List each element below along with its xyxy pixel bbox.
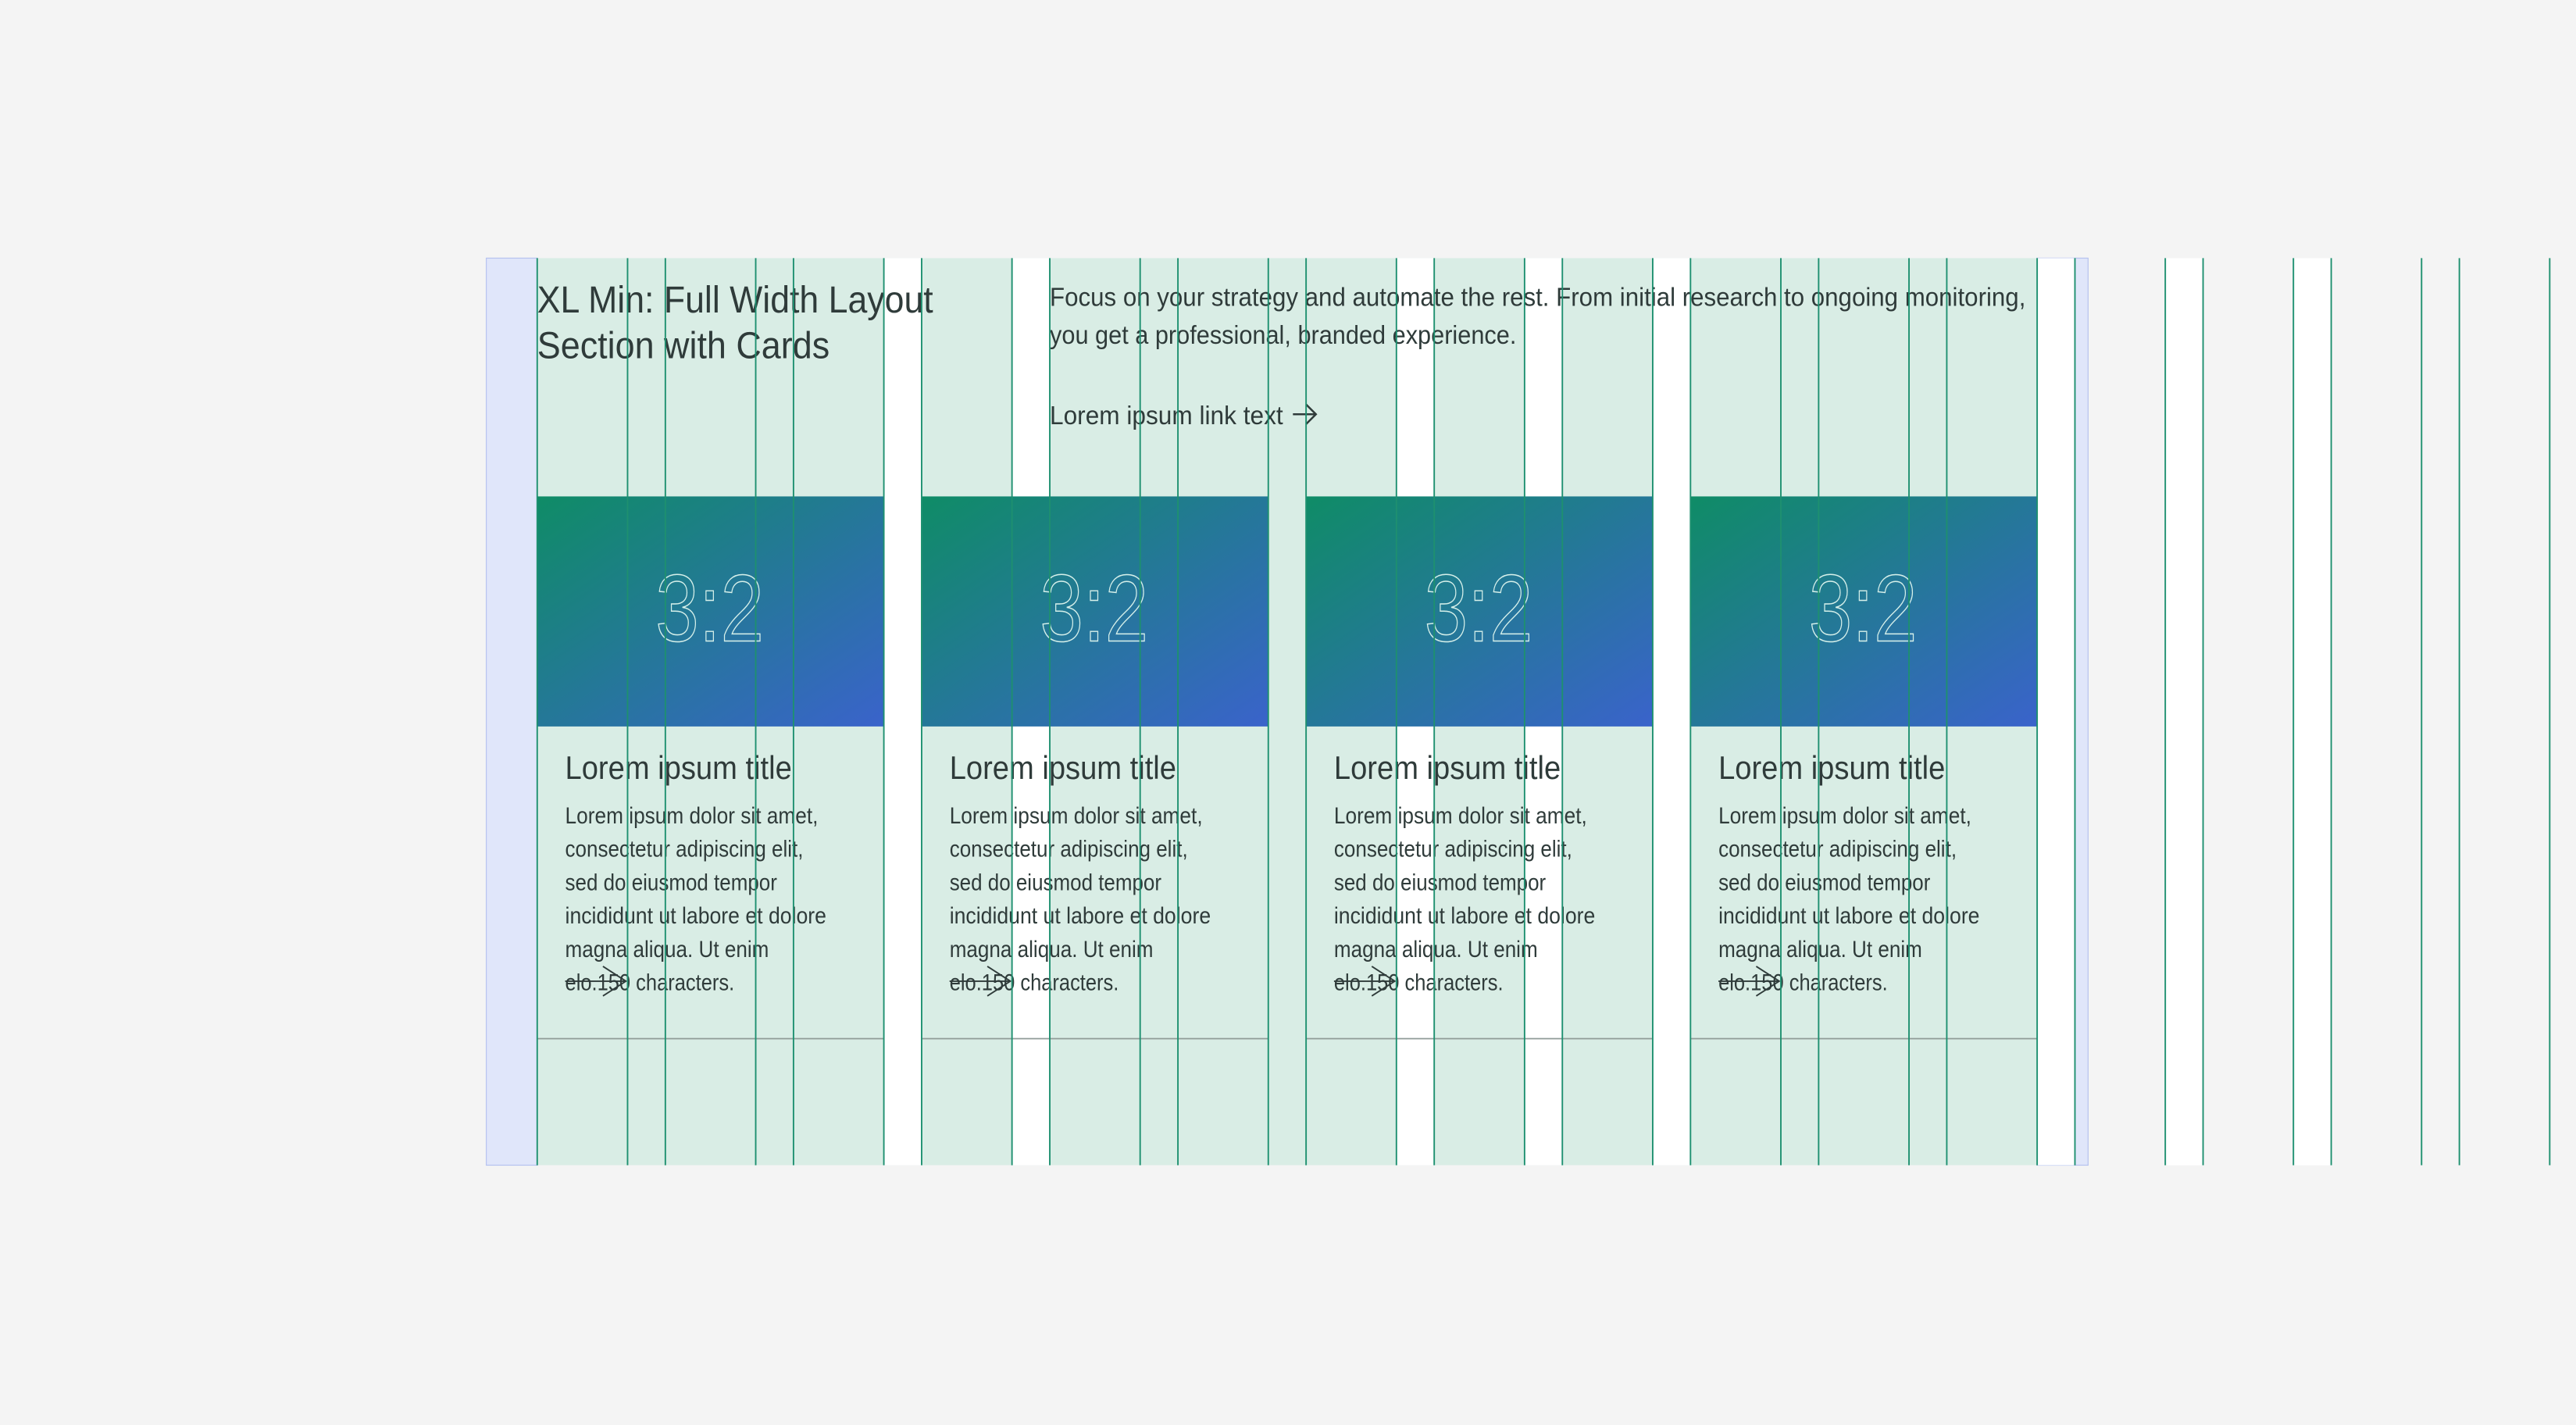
card-body-line: magna aliqua. Ut enim	[1334, 937, 1538, 962]
card-body-line: sed do eiusmod tempor	[1718, 870, 1930, 895]
card: 3:2 Lorem ipsum title Lorem ipsum dolor si…	[1306, 496, 1653, 1040]
card-body-line: Lorem ipsum dolor sit amet,	[1334, 803, 1587, 829]
image-ratio: 3:2	[1040, 555, 1148, 662]
card-image	[1690, 496, 2038, 727]
gutter	[883, 258, 922, 1166]
card-body-line: magna aliqua. Ut enim	[566, 937, 769, 962]
card-title: Lorem ipsum title	[566, 749, 792, 786]
description-line: you get a professional, branded experien…	[1050, 321, 1516, 350]
card: 3:2 Lorem ipsum title Lorem ipsum dolor si…	[921, 496, 1268, 1040]
card-body-line: Lorem ipsum dolor sit amet,	[566, 803, 819, 829]
card-title: Lorem ipsum title	[1718, 749, 1945, 786]
card-body-line: sed do eiusmod tempor	[950, 870, 1161, 895]
card-body-line: consectetur adipiscing elit,	[1334, 837, 1572, 862]
margin	[485, 257, 538, 1166]
layout-grid	[485, 257, 2332, 1166]
gutter	[2037, 258, 2075, 1166]
cards: 3:2 Lorem ipsum title Lorem ipsum dolor si…	[537, 496, 2038, 1040]
description-line: Focus on your strategy and automate the …	[1050, 283, 2025, 312]
card-body-line: consectetur adipiscing elit,	[950, 837, 1188, 862]
gutter	[1652, 258, 1691, 1166]
card-image	[921, 496, 1268, 727]
card-body-line: magna aliqua. Ut enim	[1718, 937, 1922, 962]
card-body-line: consectetur adipiscing elit,	[1718, 837, 1957, 862]
card-body-line: Lorem ipsum dolor sit amet,	[1718, 803, 1971, 829]
image-ratio: 3:2	[1425, 555, 1533, 662]
card-title: Lorem ipsum title	[1334, 749, 1561, 786]
card-arrow	[565, 966, 628, 997]
card-title: Lorem ipsum title	[950, 749, 1176, 786]
card-body-line: elo.150 characters.	[950, 970, 1119, 995]
content: XL Min: Full Width Layout Section with C…	[537, 279, 2038, 1040]
gutter	[2165, 258, 2203, 1166]
card-body-line: sed do eiusmod tempor	[1334, 870, 1546, 895]
card-image	[537, 496, 884, 727]
card-body-line: incididunt ut labore et dolore	[566, 903, 826, 929]
image-ratio: 3:2	[1809, 555, 1918, 662]
card-arrow	[949, 966, 1012, 997]
card-body-line: incididunt ut labore et dolore	[1334, 903, 1595, 929]
link-arrow	[1293, 403, 1318, 425]
card-body-line: magna aliqua. Ut enim	[950, 937, 1154, 962]
card-body-line: sed do eiusmod tempor	[566, 870, 777, 895]
card-body-line: elo.150 characters.	[1334, 970, 1504, 995]
heading-line: XL Min: Full Width Layout	[537, 279, 933, 321]
link[interactable]: Lorem ipsum link text	[1050, 402, 1283, 430]
card: 3:2 Lorem ipsum title Lorem ipsum dolor si…	[1690, 496, 2038, 1040]
gutter	[2293, 258, 2332, 1166]
card-body-line: incididunt ut labore et dolore	[950, 903, 1211, 929]
card-body-line: consectetur adipiscing elit,	[566, 837, 804, 862]
card-arrow	[1333, 966, 1397, 997]
card-body-line: Lorem ipsum dolor sit amet,	[950, 803, 1203, 829]
card: 3:2 Lorem ipsum title Lorem ipsum dolor si…	[537, 496, 884, 1040]
image-ratio: 3:2	[655, 555, 764, 662]
heading-line: Section with Cards	[537, 325, 830, 367]
card-image	[1306, 496, 1653, 727]
card-arrow	[1718, 966, 1781, 997]
card-body-line: elo.150 characters.	[566, 970, 735, 995]
card-body-line: incididunt ut labore et dolore	[1718, 903, 1979, 929]
card-body-line: elo.150 characters.	[1718, 970, 1888, 995]
